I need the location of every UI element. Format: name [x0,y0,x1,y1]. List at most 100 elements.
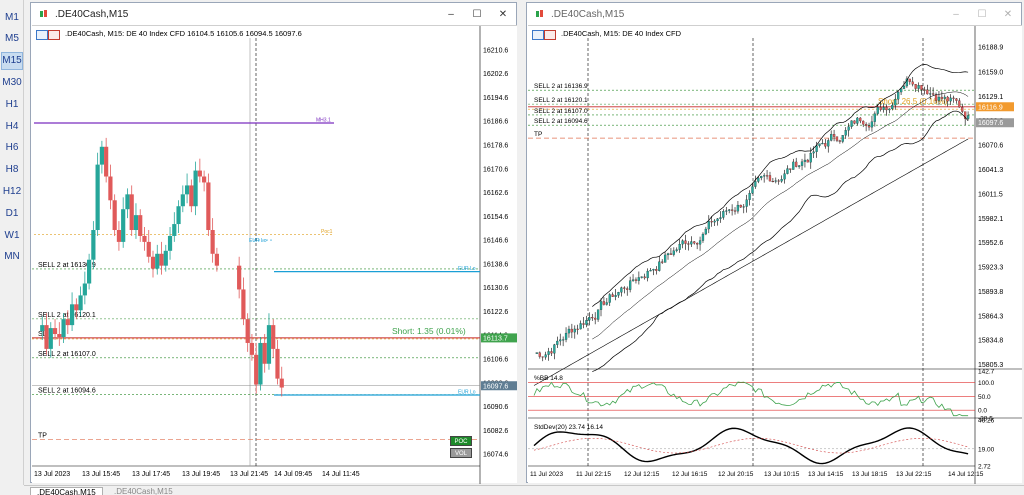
minimize-button[interactable]: – [448,8,454,20]
candle-body [112,200,117,231]
time-tick-label: 12 Jul 20:15 [718,471,754,478]
time-tick-label: 11 Jul 22:15 [576,471,611,478]
candle-body [104,146,109,177]
candle-body [809,152,812,163]
price-tick-label: 16159.0 [978,69,1003,76]
candle-body [626,288,629,290]
poc-button[interactable]: POC [450,436,472,446]
sell-order-label: SELL 2 at 16120.1 [534,97,588,104]
bollinger-middle [592,91,969,340]
timeframe-h12[interactable]: H12 [2,185,22,197]
price-tick-label: 16129.1 [978,94,1003,101]
timeframe-h8[interactable]: H8 [5,164,19,176]
candle-body [588,317,591,321]
right-chart-window[interactable]: .DE40Cash,M15 – ☐ ✕ .DE40Cash, M15: DE 4… [526,2,1022,484]
timeframe-m1[interactable]: M1 [5,11,19,23]
candle-body [696,243,699,245]
timeframe-mn[interactable]: MN [4,251,20,263]
candle-body [876,107,879,114]
price-tick-label: 16074.6 [483,452,508,459]
maximize-button[interactable]: ☐ [472,8,482,20]
timeframe-m15[interactable]: M15 [1,51,23,70]
timeframe-h4[interactable]: H4 [5,120,19,132]
minimize-button[interactable]: – [953,8,959,20]
candle-body [108,176,113,201]
candle-body [902,85,906,89]
candle-body [920,85,923,90]
eur-label: EUR Lo [458,266,476,272]
timeframe-d1[interactable]: D1 [5,207,19,219]
candle-body [594,317,597,320]
time-tick-label: 13 Jul 19:45 [182,471,220,478]
candle-body [599,301,603,310]
close-button[interactable]: ✕ [498,8,508,20]
sell-order-label: SELL 2 at 16136.9 [38,262,96,269]
candle-body [582,323,585,325]
right-chart-plot[interactable]: .DE40Cash, M15: DE 40 Index CFD 16188.9 1… [528,25,1022,484]
candle-body [197,170,202,177]
candle-body [704,228,708,235]
candle-body [617,292,620,296]
candle-body [245,319,250,343]
short-position-label: Short: 1.35 (0.01%) [392,326,466,336]
candle-body [279,378,284,388]
tab-chart-2[interactable]: .DE40Cash,M15 [114,487,173,495]
bb-indicator-label: %BB 14.8 [534,375,563,382]
candle-body [765,175,769,177]
moving-average [533,138,969,386]
candle-body [821,143,824,145]
candle-body [853,120,856,124]
time-tick-label: 13 Jul 22:15 [896,471,932,478]
candle-body [914,84,917,89]
candle-body [841,135,844,142]
left-chart-plot[interactable]: .DE40Cash, M15: DE 40 Index CFD 16104.5 … [32,25,517,484]
right-candlestick-chart[interactable]: 16188.916159.016129.116100.216070.616041… [528,26,1022,484]
left-window-titlebar[interactable]: .DE40Cash,M15 [31,3,516,25]
price-tick-label: 16162.6 [483,190,508,197]
candle-body [44,325,49,349]
candle-body [730,209,734,211]
price-tick-label: 16186.6 [483,119,508,126]
close-button[interactable]: ✕ [1003,8,1013,20]
candle-body [611,294,614,297]
timeframe-w1[interactable]: W1 [4,229,20,241]
candle-body [800,161,804,166]
candle-body [681,240,684,245]
candle-body [591,317,594,319]
candle-body [634,279,638,281]
candle-body [562,339,565,341]
price-tag-current [481,381,517,391]
candle-body [719,217,722,219]
vol-button[interactable]: VOL [450,448,472,458]
candle-body [888,108,891,111]
price-tick-label: 16138.6 [483,261,508,268]
price-tick-label: 16210.6 [483,47,508,54]
candle-body [885,107,888,111]
maximize-button[interactable]: ☐ [977,8,987,20]
right-window-titlebar[interactable]: .DE40Cash,M15 [527,3,1021,25]
candle-body [710,221,713,223]
price-tick-label: 16194.6 [483,95,508,102]
candle-body [146,241,151,257]
candle-body [672,250,675,255]
timeframe-m5[interactable]: M5 [5,33,19,45]
stddev-tick-label: 19.00 [978,446,995,453]
price-tag-current-text: 16097.6 [978,120,1003,127]
price-tick-label: 16122.6 [483,309,508,316]
candle-body [125,194,130,210]
candle-body [964,111,967,119]
price-tick-label: 15982.1 [978,216,1003,223]
tab-chart-1[interactable]: .DE40Cash,M15 [30,487,103,495]
candle-body [832,134,836,137]
poc-label: Poc1 [321,229,333,235]
time-tick-label: 13 Jul 21:45 [230,471,268,478]
timeframe-m30[interactable]: M30 [2,76,22,88]
candle-body [707,221,710,230]
candle-body [663,254,667,263]
timeframe-h6[interactable]: H6 [5,142,19,154]
timeframe-h1[interactable]: H1 [5,98,19,110]
candle-body [538,352,541,357]
left-candlestick-chart[interactable]: 16210.6 16202.6 16194.6 16186.6 16178.6 16170… [32,26,517,484]
left-chart-window[interactable]: .DE40Cash,M15 – ☐ ✕ .DE40Cash, M15: DE 4… [30,2,517,484]
candle-body [760,175,763,179]
